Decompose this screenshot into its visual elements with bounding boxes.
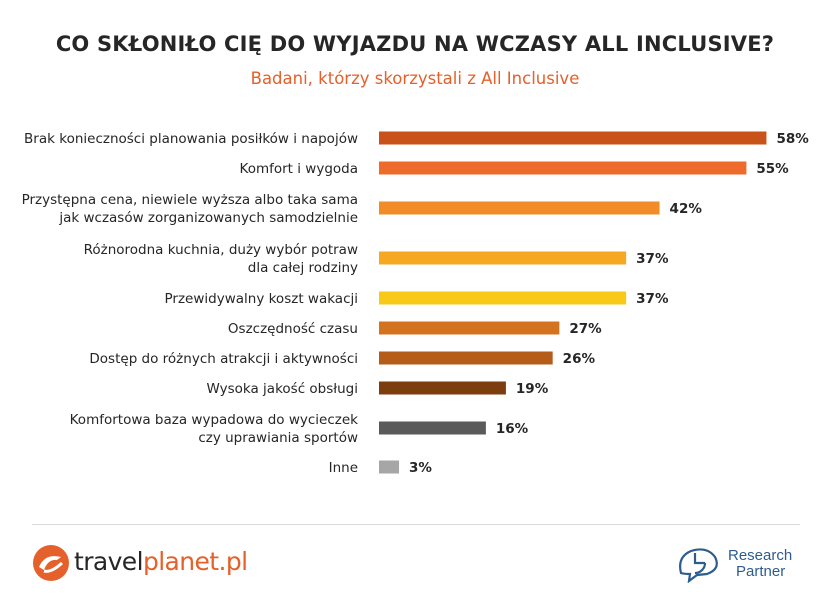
footer-divider xyxy=(32,524,800,525)
bar-7 xyxy=(379,381,506,395)
chart-subtitle: Badani, którzy skorzystali z All Inclusi… xyxy=(250,69,580,88)
value-label-3: 37% xyxy=(636,251,669,267)
value-label-0: 58% xyxy=(776,131,809,147)
category-label-5: Oszczędność czasu xyxy=(228,321,358,337)
category-label-2-line-1: jak wczasów zorganizowanych samodzielnie xyxy=(58,210,358,226)
category-label-6: Dostęp do różnych atrakcji i aktywności xyxy=(89,351,358,367)
value-label-5: 27% xyxy=(569,321,602,337)
travelplanet-logo: travelplanet.pl xyxy=(31,541,251,585)
value-label-8: 16% xyxy=(496,421,529,437)
travelplanet-logo-text: travelplanet.pl xyxy=(74,547,248,576)
value-label-4: 37% xyxy=(636,291,669,307)
value-label-9: 3% xyxy=(409,460,432,476)
travelplanet-logo-icon xyxy=(33,545,69,581)
category-label-0: Brak konieczności planowania posiłków i … xyxy=(24,131,358,147)
bar-1 xyxy=(379,161,747,175)
chart-title: CO SKŁONIŁO CIĘ DO WYJAZDU NA WCZASY ALL… xyxy=(55,32,775,56)
bar-6 xyxy=(379,351,553,365)
category-label-9: Inne xyxy=(329,460,358,476)
category-label-4: Przewidywalny koszt wakacji xyxy=(165,291,359,307)
value-label-7: 19% xyxy=(516,381,549,397)
category-label-2-line-0: Przystępna cena, niewiele wyższa albo ta… xyxy=(22,192,358,208)
bar-9 xyxy=(379,460,400,474)
bar-5 xyxy=(379,321,560,335)
bar-3 xyxy=(379,251,627,265)
category-label-8-line-1: czy uprawiania sportów xyxy=(198,430,358,446)
research-partner-logo-text: Research Partner xyxy=(728,547,793,580)
category-label-1: Komfort i wygoda xyxy=(240,161,358,177)
value-label-2: 42% xyxy=(670,201,703,217)
category-label-3-line-1: dla całej rodziny xyxy=(248,260,358,276)
bar-4 xyxy=(379,291,627,305)
value-label-1: 55% xyxy=(756,161,789,177)
category-label-3-line-0: Różnorodna kuchnia, duży wybór potraw xyxy=(84,242,358,258)
value-label-6: 26% xyxy=(563,351,596,367)
bar-2 xyxy=(379,201,660,215)
bar-8 xyxy=(379,421,486,435)
research-partner-logo-icon xyxy=(679,548,718,583)
bar-0 xyxy=(379,131,767,145)
bar-chart: 58% Brak konieczności planowania posiłków… xyxy=(22,131,810,476)
category-label-8-line-0: Komfortowa baza wypadowa do wycieczek xyxy=(70,412,359,428)
category-label-7: Wysoka jakość obsługi xyxy=(207,381,358,397)
research-partner-logo: Research Partner xyxy=(675,543,805,585)
